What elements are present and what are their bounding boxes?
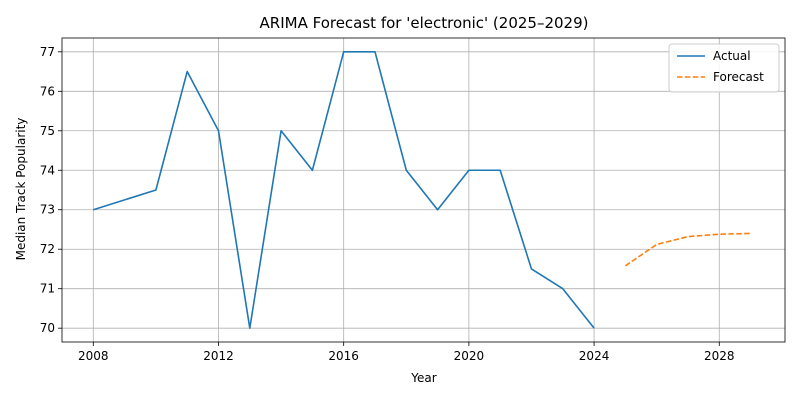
x-tick-label: 2016: [328, 349, 359, 363]
y-tick-label: 76: [40, 84, 55, 98]
x-tick-label: 2008: [78, 349, 109, 363]
x-axis-ticks: 2008 2012 2016 2020 2024 2028: [78, 342, 735, 363]
series-lines: [93, 51, 751, 329]
chart-title: ARIMA Forecast for 'electronic' (2025–20…: [260, 14, 589, 32]
x-tick-label: 2012: [203, 349, 234, 363]
y-tick-label: 75: [40, 124, 55, 138]
y-axis-title: Median Track Popularity: [14, 118, 28, 261]
y-tick-label: 70: [40, 321, 55, 335]
legend-label-forecast: Forecast: [713, 70, 764, 84]
y-tick-label: 74: [40, 163, 55, 177]
y-tick-label: 77: [40, 45, 55, 59]
x-tick-label: 2020: [454, 349, 485, 363]
y-axis-ticks: 70 71 72 73 74 75 76 77: [40, 45, 62, 335]
y-tick-label: 71: [40, 282, 55, 296]
x-axis-title: Year: [410, 371, 436, 385]
y-tick-label: 72: [40, 242, 55, 256]
legend: Actual Forecast: [668, 43, 780, 93]
series-line-actual: [93, 51, 595, 329]
legend-label-actual: Actual: [713, 49, 751, 63]
y-tick-label: 73: [40, 203, 55, 217]
plot-frame: [61, 37, 786, 343]
series-line-forecast: [624, 232, 751, 267]
x-tick-label: 2024: [579, 349, 610, 363]
x-tick-label: 2028: [704, 349, 735, 363]
